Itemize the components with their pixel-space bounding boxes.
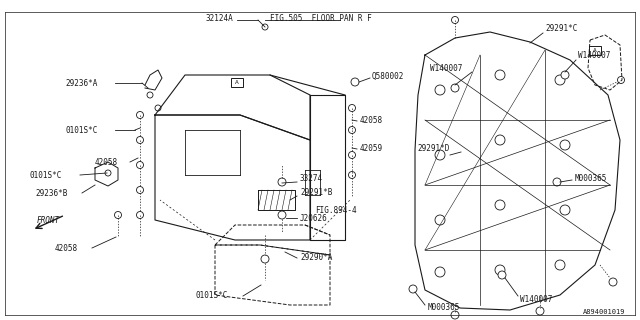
Text: 29290*A: 29290*A — [300, 253, 332, 262]
Circle shape — [115, 212, 122, 219]
Circle shape — [261, 255, 269, 263]
Text: 42058: 42058 — [95, 157, 118, 166]
Circle shape — [349, 151, 355, 158]
Text: W140007: W140007 — [520, 295, 552, 305]
Circle shape — [349, 172, 355, 179]
Text: 42059: 42059 — [360, 143, 383, 153]
Text: 0101S*C: 0101S*C — [65, 125, 97, 134]
Text: Q580002: Q580002 — [372, 71, 404, 81]
Circle shape — [560, 140, 570, 150]
Circle shape — [495, 265, 505, 275]
FancyBboxPatch shape — [589, 45, 601, 54]
Circle shape — [451, 84, 459, 92]
Text: 32124A: 32124A — [205, 13, 233, 22]
Circle shape — [155, 105, 161, 111]
Text: 29236*A: 29236*A — [65, 78, 97, 87]
Circle shape — [495, 200, 505, 210]
Circle shape — [618, 76, 625, 84]
Text: 42058: 42058 — [360, 116, 383, 124]
Text: 33274: 33274 — [300, 173, 323, 182]
Circle shape — [147, 92, 153, 98]
Circle shape — [349, 105, 355, 111]
Circle shape — [435, 150, 445, 160]
Text: 0101S*C: 0101S*C — [30, 171, 62, 180]
Text: FIG.505  FLOOR PAN R F: FIG.505 FLOOR PAN R F — [270, 13, 372, 22]
Text: M000365: M000365 — [575, 173, 607, 182]
Text: FRONT: FRONT — [36, 215, 60, 225]
Text: A: A — [593, 47, 597, 52]
Circle shape — [555, 260, 565, 270]
Circle shape — [262, 24, 268, 30]
Text: 29291*D: 29291*D — [417, 143, 449, 153]
Circle shape — [435, 215, 445, 225]
Circle shape — [136, 187, 143, 194]
Circle shape — [560, 205, 570, 215]
Text: J20626: J20626 — [300, 213, 328, 222]
Circle shape — [349, 126, 355, 133]
Circle shape — [278, 211, 286, 219]
Text: 0101S*C: 0101S*C — [195, 292, 227, 300]
Text: 29291*C: 29291*C — [545, 23, 577, 33]
Text: A894001019: A894001019 — [582, 309, 625, 315]
Circle shape — [105, 170, 111, 176]
FancyBboxPatch shape — [231, 77, 243, 86]
Circle shape — [451, 311, 459, 319]
Circle shape — [498, 271, 506, 279]
Circle shape — [555, 75, 565, 85]
Circle shape — [351, 78, 359, 86]
Text: 29236*B: 29236*B — [35, 188, 67, 197]
Circle shape — [495, 70, 505, 80]
Circle shape — [435, 267, 445, 277]
Circle shape — [136, 212, 143, 219]
Text: 29291*B: 29291*B — [300, 188, 332, 196]
Circle shape — [278, 178, 286, 186]
Circle shape — [561, 71, 569, 79]
Text: W140007: W140007 — [430, 63, 462, 73]
Circle shape — [136, 162, 143, 169]
Text: W140007: W140007 — [578, 51, 611, 60]
Circle shape — [136, 137, 143, 143]
Circle shape — [451, 17, 458, 23]
Text: M000365: M000365 — [428, 303, 460, 313]
Circle shape — [435, 85, 445, 95]
Circle shape — [536, 307, 544, 315]
Circle shape — [495, 135, 505, 145]
Circle shape — [409, 285, 417, 293]
Circle shape — [136, 111, 143, 118]
Text: 42058: 42058 — [55, 244, 78, 252]
Circle shape — [609, 278, 617, 286]
Circle shape — [553, 178, 561, 186]
Text: FIG.894-4: FIG.894-4 — [315, 205, 356, 214]
Text: A: A — [235, 79, 239, 84]
